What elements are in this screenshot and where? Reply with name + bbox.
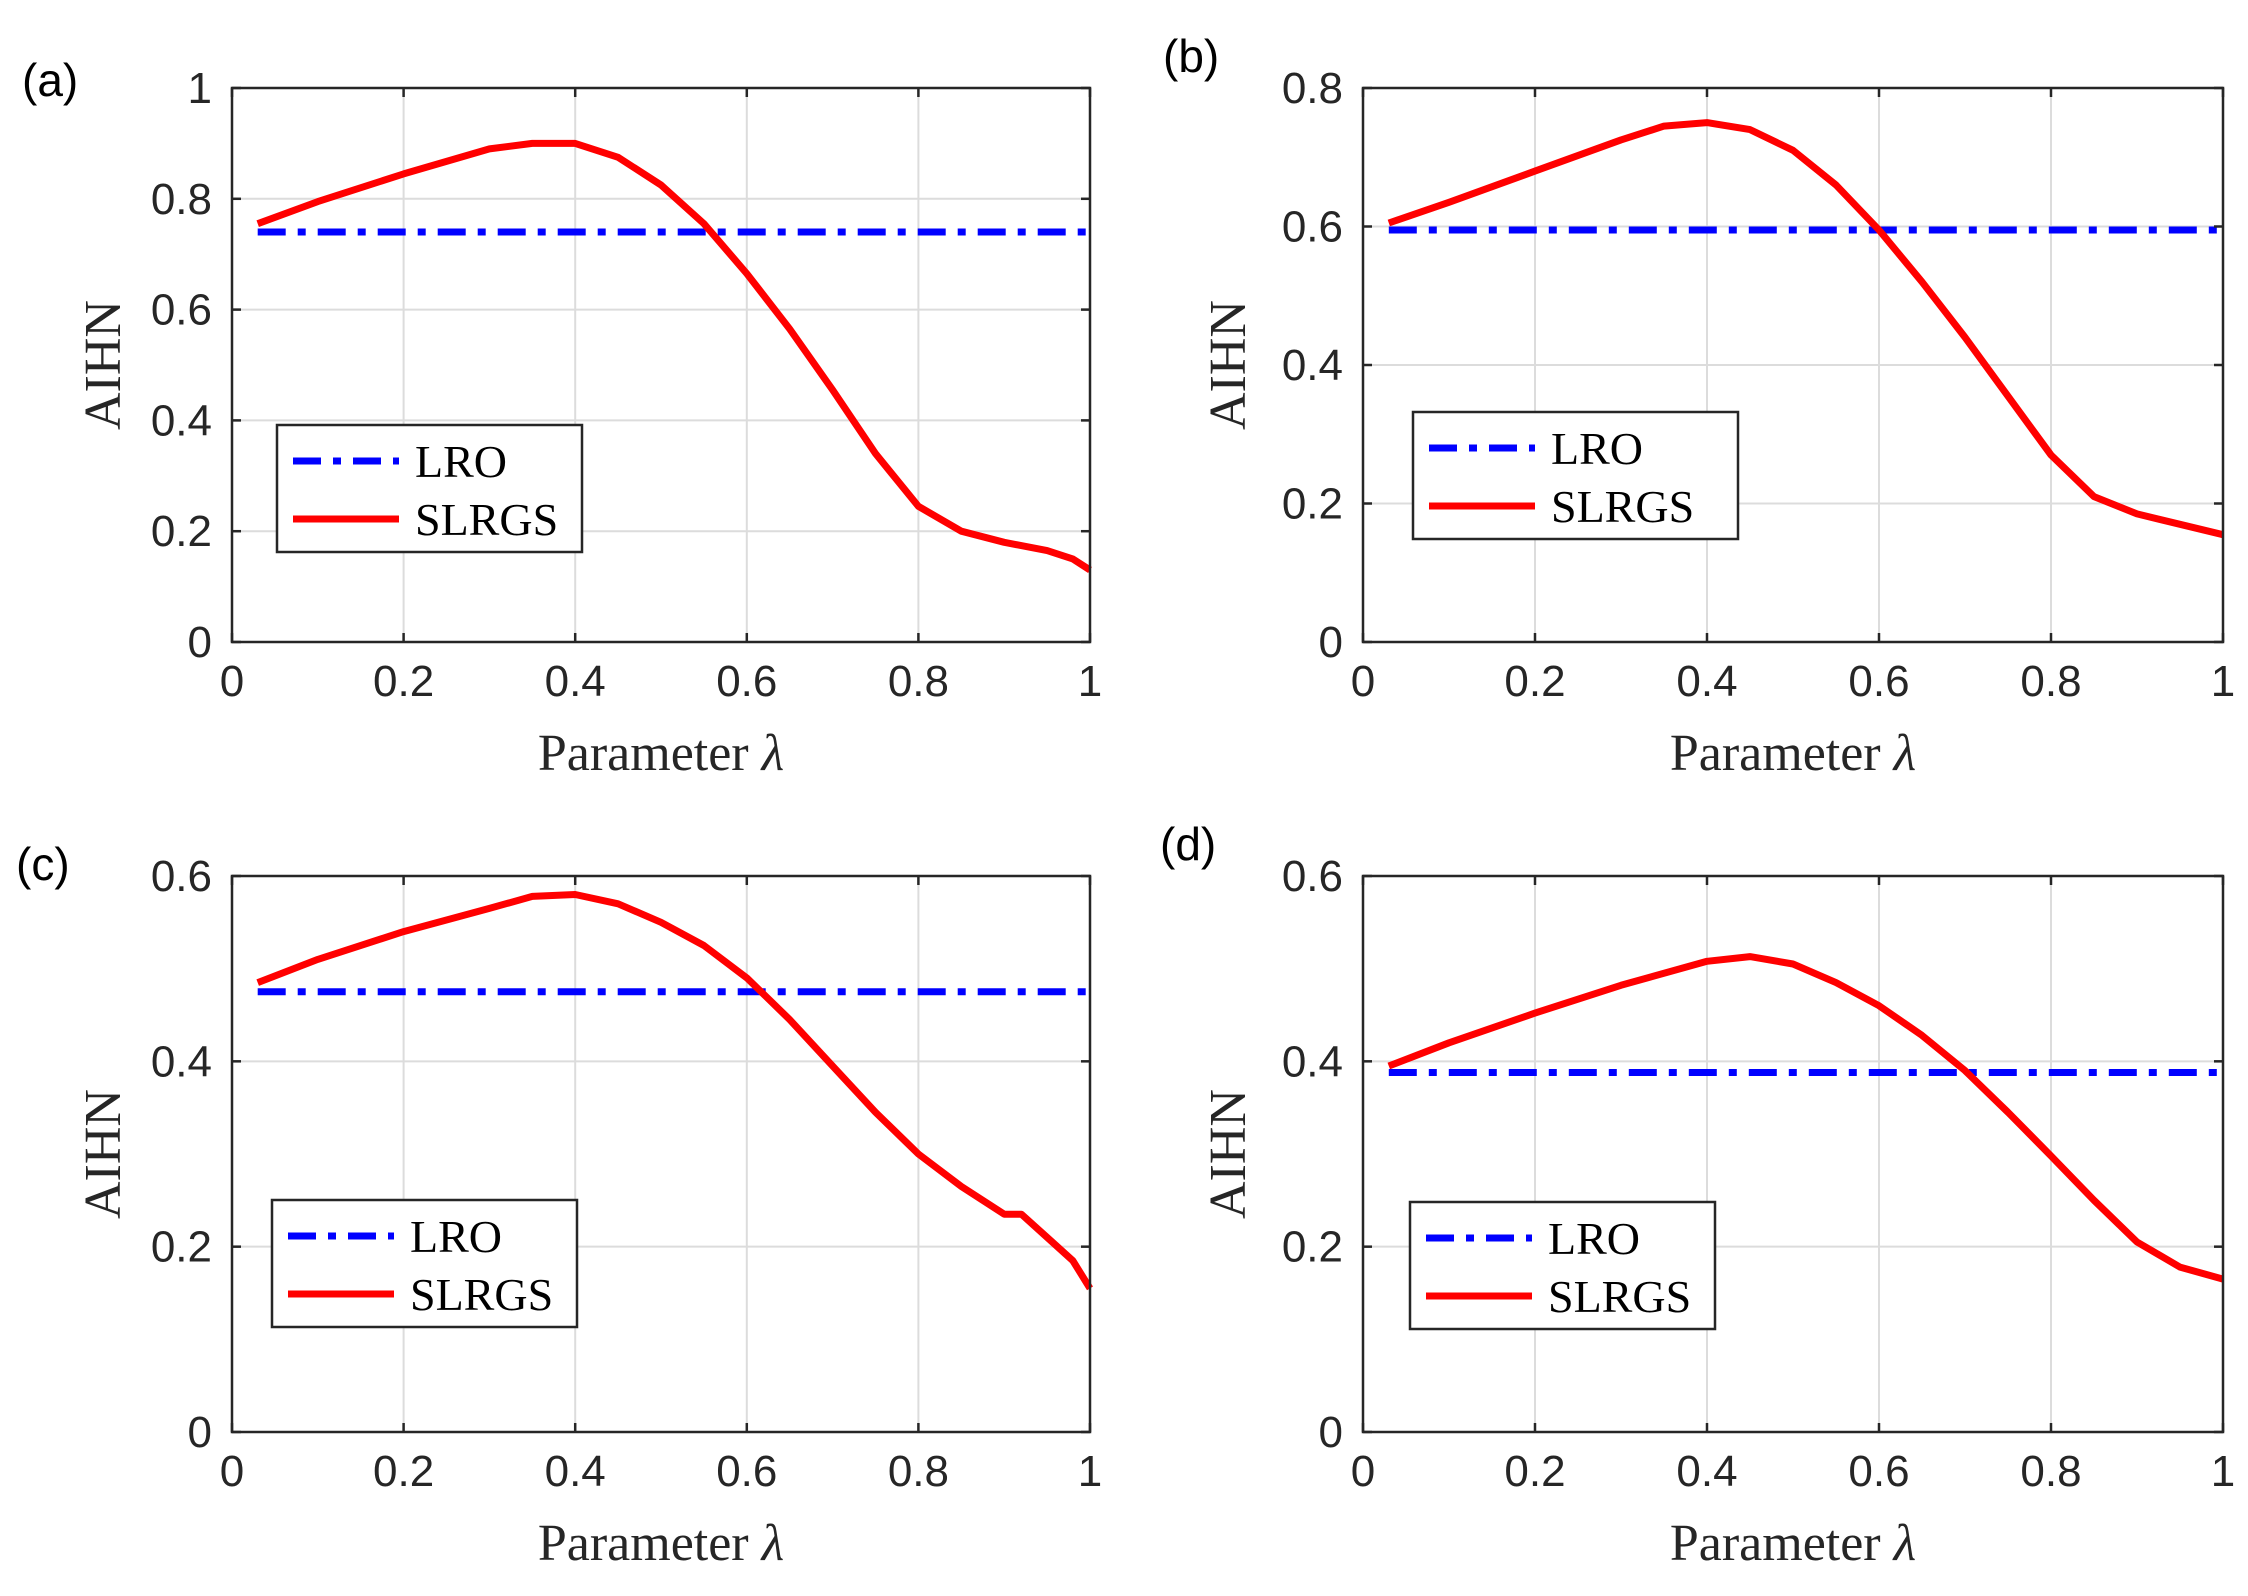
- x-axis-label-symbol: λ: [1892, 725, 1917, 782]
- series-line-slrgs: [256, 139, 1092, 573]
- x-tick-label: 0.2: [1504, 657, 1565, 706]
- legend-label-slrgs: SLRGS: [1551, 481, 1694, 532]
- y-tick-label: 0.6: [1282, 852, 1343, 901]
- x-tick-label: 1: [1078, 1447, 1102, 1496]
- series-line-slrgs: [1387, 119, 2224, 539]
- y-tick-label: 0.8: [1282, 64, 1343, 113]
- legend: LRO SLRGS: [1411, 410, 1740, 541]
- x-tick-label: 0.4: [1676, 657, 1737, 706]
- y-tick-label: 0: [1319, 1408, 1343, 1457]
- legend-label-lro: LRO: [1551, 423, 1643, 474]
- plot-area: [1363, 876, 2223, 1432]
- x-tick-label: 0: [1351, 657, 1375, 706]
- plot-area: [232, 876, 1090, 1432]
- x-tick-label: 1: [2211, 1447, 2235, 1496]
- legend-box: [1411, 410, 1740, 541]
- y-axis-label: AIHN: [75, 300, 132, 430]
- legend-box: [1408, 1200, 1717, 1331]
- y-tick-label: 0.2: [151, 1223, 212, 1272]
- legend: LRO SLRGS: [1408, 1200, 1717, 1331]
- panel-label: (d): [1160, 818, 1216, 870]
- y-tick-label: 0.6: [151, 286, 212, 335]
- y-tick-label: 0: [188, 618, 212, 667]
- x-tick-label: 0: [220, 1447, 244, 1496]
- plot-area: [232, 88, 1090, 642]
- x-axis-label-symbol: λ: [760, 1515, 785, 1572]
- y-axis-label: AIHN: [1200, 1089, 1257, 1219]
- y-tick-label: 0.4: [1282, 341, 1343, 390]
- chart-panel-a: 0 0.2 0.4 0.6 0.8 1 0 0.2 0.4 0.6 0.8 1 Parameter λ A…: [22, 54, 1102, 782]
- legend-label-slrgs: SLRGS: [410, 1269, 553, 1320]
- legend-box: [270, 1198, 579, 1329]
- y-tick-label: 0: [1319, 618, 1343, 667]
- x-tick-label: 0.4: [545, 1447, 606, 1496]
- x-tick-label: 0.8: [888, 657, 949, 706]
- panel-label: (c): [16, 838, 70, 890]
- x-tick-label: 1: [1078, 657, 1102, 706]
- x-axis-label: Parameter λ: [538, 725, 784, 782]
- x-axis-label: Parameter λ: [538, 1515, 784, 1572]
- y-tick-label: 1: [188, 64, 212, 113]
- axes-box: [230, 86, 1092, 644]
- legend-label-lro: LRO: [410, 1211, 502, 1262]
- x-axis-label-symbol: λ: [760, 725, 785, 782]
- x-tick-label: 0.6: [716, 657, 777, 706]
- y-tick-label: 0.2: [1282, 1223, 1343, 1272]
- series-line-slrgs: [256, 891, 1093, 1291]
- x-tick-label: 0: [1351, 1447, 1375, 1496]
- x-tick-label: 1: [2211, 657, 2235, 706]
- y-tick-label: 0.8: [151, 175, 212, 224]
- x-tick-label: 0.6: [1848, 1447, 1909, 1496]
- y-tick-label: 0.4: [151, 1037, 212, 1086]
- x-tick-label: 0.8: [888, 1447, 949, 1496]
- x-tick-label: 0.4: [1676, 1447, 1737, 1496]
- x-tick-label: 0.2: [373, 657, 434, 706]
- x-axis-label: Parameter λ: [1670, 725, 1916, 782]
- chart-panel-d: 0 0.2 0.4 0.6 0.8 1 0 0.2 0.4 0.6 Parameter λ AIHN (…: [1160, 818, 2235, 1572]
- chart-panel-c: 0 0.2 0.4 0.6 0.8 1 0 0.2 0.4 0.6 Parameter λ AIHN (…: [16, 838, 1102, 1572]
- panel-label: (b): [1163, 30, 1219, 82]
- x-tick-label: 0.6: [1848, 657, 1909, 706]
- axes-box: [230, 874, 1092, 1434]
- y-tick-label: 0.6: [151, 852, 212, 901]
- legend-label-lro: LRO: [1548, 1213, 1640, 1264]
- y-tick-label: 0.4: [151, 396, 212, 445]
- x-tick-label: 0: [220, 657, 244, 706]
- legend-label-lro: LRO: [415, 436, 507, 487]
- x-tick-label: 0.4: [545, 657, 606, 706]
- x-axis-label-symbol: λ: [1892, 1515, 1917, 1572]
- legend-label-slrgs: SLRGS: [1548, 1271, 1691, 1322]
- legend: LRO SLRGS: [275, 423, 584, 554]
- series-line-slrgs: [1387, 953, 2224, 1283]
- y-tick-label: 0.4: [1282, 1037, 1343, 1086]
- x-tick-label: 0.6: [716, 1447, 777, 1496]
- y-tick-label: 0.2: [151, 507, 212, 556]
- y-tick-label: 0: [188, 1408, 212, 1457]
- x-tick-label: 0.2: [373, 1447, 434, 1496]
- axes-box: [1361, 874, 2225, 1434]
- y-tick-label: 0.6: [1282, 203, 1343, 252]
- chart-panel-b: 0 0.2 0.4 0.6 0.8 1 0 0.2 0.4 0.6 0.8 Parameter λ AI…: [1163, 30, 2235, 782]
- x-tick-label: 0.2: [1504, 1447, 1565, 1496]
- y-axis-label: AIHN: [1200, 300, 1257, 430]
- panel-label: (a): [22, 54, 78, 106]
- legend-box: [275, 423, 584, 554]
- x-tick-label: 0.8: [2020, 1447, 2081, 1496]
- x-axis-label: Parameter λ: [1670, 1515, 1916, 1572]
- y-tick-label: 0.2: [1282, 480, 1343, 529]
- y-axis-label: AIHN: [75, 1089, 132, 1219]
- x-tick-label: 0.8: [2020, 657, 2081, 706]
- legend: LRO SLRGS: [270, 1198, 579, 1329]
- legend-label-slrgs: SLRGS: [415, 494, 558, 545]
